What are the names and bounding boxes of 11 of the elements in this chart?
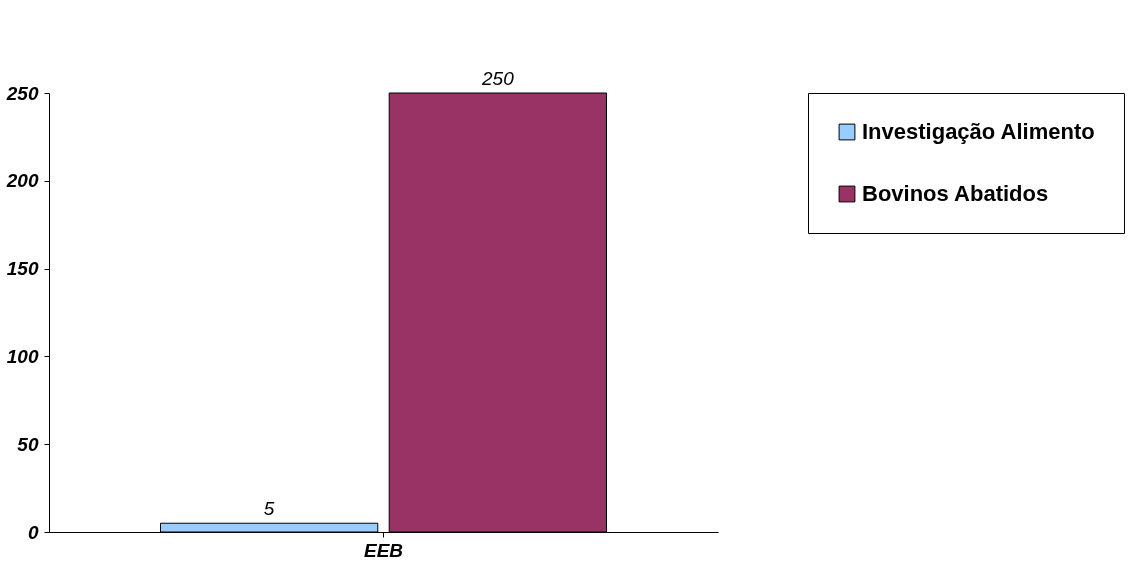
- legend-label: Investigação Alimento: [862, 119, 1095, 144]
- y-tick-label: 0: [27, 521, 39, 543]
- y-tick-label: 100: [6, 345, 39, 367]
- legend-label: Bovinos Abatidos: [862, 181, 1049, 206]
- y-tick-label: 200: [5, 170, 39, 192]
- y-tick-label: 50: [17, 433, 39, 455]
- data-label: 250: [481, 68, 515, 89]
- data-label: 5: [263, 498, 275, 520]
- y-tick-label: 250: [5, 82, 39, 104]
- x-tick-label: EEB: [363, 539, 404, 561]
- y-tick-label: 150: [6, 258, 39, 280]
